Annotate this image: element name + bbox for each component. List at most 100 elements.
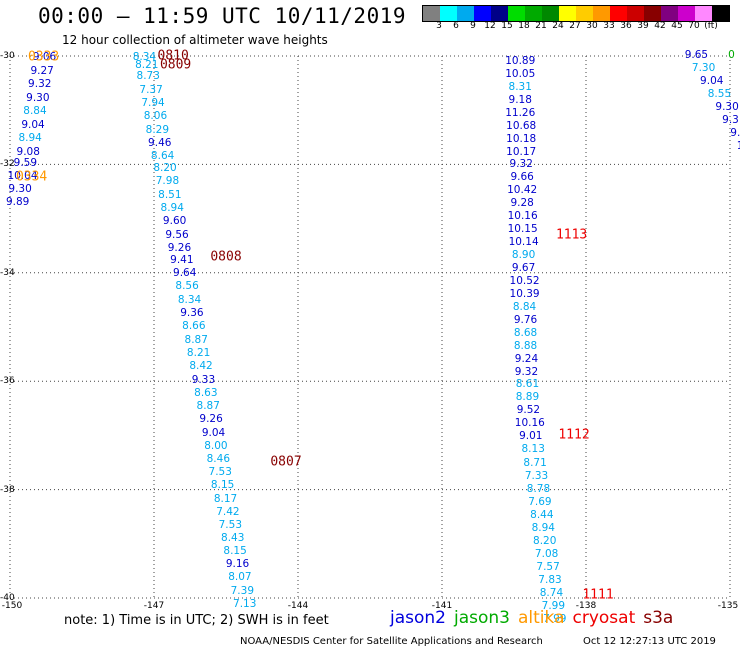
wave-height-value: 8.29 (145, 123, 170, 136)
wave-height-value: 9.27 (30, 64, 54, 77)
track-time-label: 1112 (558, 427, 590, 443)
wave-height-value: 9.89 (5, 196, 30, 209)
footer-timestamp: Oct 12 12:27:13 UTC 2019 (583, 636, 716, 647)
wave-height-value: 8.55 (707, 87, 732, 100)
legend-cryosat: cryosat (572, 608, 636, 628)
track-time-label: 0333 (27, 49, 60, 65)
scale-swatch (695, 6, 712, 21)
wave-height-value: 8.61 (515, 378, 540, 391)
scale-swatch (491, 6, 508, 21)
wave-height-value: 8.87 (184, 333, 208, 346)
legend-jason2: jason2 (390, 608, 446, 628)
lon-tick-label: -144 (287, 601, 309, 611)
scale-tick-label: 45 (671, 21, 683, 31)
lat-tick-label: -32 (0, 159, 15, 170)
wave-height-value: 7.69 (528, 495, 552, 508)
lat-tick-label: -38 (0, 484, 15, 495)
wave-height-value: 8.00 (204, 439, 228, 452)
scale-swatch (678, 6, 695, 21)
wave-height-value: 7.37 (139, 83, 163, 96)
lat-tick-label: -40 (0, 593, 15, 603)
track-time-label: 1113 (555, 227, 588, 243)
scale-tick-label: 42 (654, 21, 666, 31)
scale-tick-label: 3 (436, 21, 442, 31)
color-scale-bar (422, 5, 730, 22)
scale-swatch (440, 6, 457, 21)
track-time-label: 1111 (582, 587, 614, 603)
wave-height-value: 8.21 (186, 346, 211, 359)
wave-height-value: 10.04 (7, 169, 38, 182)
wave-height-value: 7.13 (233, 597, 257, 610)
wave-height-value: 8.15 (223, 545, 247, 558)
wave-height-value: 11.26 (505, 106, 536, 119)
wave-height-value: 9.06 (32, 50, 57, 63)
wave-height-value: 10.18 (506, 132, 537, 145)
wave-height-value: 8.84 (512, 300, 537, 313)
wave-height-value: 7.30 (691, 61, 716, 74)
page-title: 00:00 — 11:59 UTC 10/11/2019 (38, 4, 407, 28)
wave-height-value: 10.16 (514, 417, 545, 430)
page-subtitle: 12 hour collection of altimeter wave hei… (62, 33, 328, 47)
wave-height-value: 9.64 (173, 267, 197, 280)
note-text: note: 1) Time is in UTC; 2) SWH is in fe… (64, 613, 329, 628)
scale-swatch (661, 6, 678, 21)
wave-height-value: 8.94 (531, 521, 555, 534)
wave-height-value: 9.60 (162, 215, 187, 228)
scale-swatch (474, 6, 491, 21)
wave-height-value: 10.42 (507, 183, 538, 196)
wave-height-value: 9.32 (514, 365, 539, 378)
scale-swatch (525, 6, 542, 21)
wave-height-value: 8.43 (221, 532, 245, 545)
wave-height-value: 8.94 (18, 132, 42, 145)
wave-height-value: 9.3 (730, 126, 740, 139)
scale-swatch (576, 6, 593, 21)
wave-height-value: 9.67 (511, 261, 536, 274)
wave-height-value: 9.30 (26, 91, 50, 104)
lat-tick-label: -30 (0, 51, 15, 61)
wave-height-value: 8.20 (533, 534, 557, 547)
wave-height-value: 8.88 (513, 339, 538, 352)
scale-swatch (457, 6, 474, 21)
scale-tick-label: 27 (569, 21, 581, 31)
scale-swatch (644, 6, 661, 21)
scale-swatch (423, 6, 440, 21)
wave-height-value: 8.20 (153, 161, 177, 174)
track-time-label: 0808 (210, 249, 242, 265)
scale-swatch (593, 6, 610, 21)
wave-height-value: 8.51 (158, 188, 182, 201)
wave-height-value: 8.87 (196, 399, 220, 412)
wave-height-value: 10 (737, 141, 740, 152)
legend-jason3: jason3 (454, 608, 510, 628)
scale-swatch (508, 6, 525, 21)
footer-org: NOAA/NESDIS Center for Satellite Applica… (240, 636, 543, 647)
wave-height-value: 9.04 (21, 118, 45, 131)
scale-tick-label: 36 (620, 21, 632, 31)
lat-tick-label: -34 (0, 267, 15, 278)
wave-height-value: 9.04 (201, 426, 226, 439)
scale-swatch (610, 6, 627, 21)
wave-height-value: 9.26 (167, 241, 192, 254)
scale-tick-label: 39 (637, 21, 649, 31)
wave-height-value: 7.53 (218, 518, 243, 531)
lon-tick-label: -135 (717, 601, 739, 611)
wave-height-value: 8.56 (175, 280, 199, 293)
wave-height-value: 9.52 (516, 404, 541, 417)
wave-height-value: 9.59 (13, 157, 38, 170)
wave-height-value: 8.46 (206, 452, 231, 465)
wave-height-value: 10.68 (506, 119, 537, 132)
wave-height-value: 9.16 (225, 558, 250, 571)
wave-height-value: 8.89 (515, 391, 540, 404)
wave-height-value: 7.57 (536, 560, 560, 573)
lon-tick-label: -141 (431, 601, 453, 611)
wave-height-value: 8.74 (539, 586, 564, 599)
wave-height-value: 7.99 (543, 612, 567, 625)
wave-height-value: 9.26 (199, 412, 223, 425)
wave-height-value: 9.30 (715, 100, 739, 113)
scale-tick-label: 15 (501, 21, 513, 31)
wave-height-value: 9.41 (170, 254, 194, 267)
wave-height-value: 9.24 (514, 352, 539, 365)
wave-height-value: 8.63 (194, 386, 218, 399)
wave-height-value: 7.99 (541, 599, 566, 612)
wave-height-value: 9.08 (16, 145, 40, 158)
